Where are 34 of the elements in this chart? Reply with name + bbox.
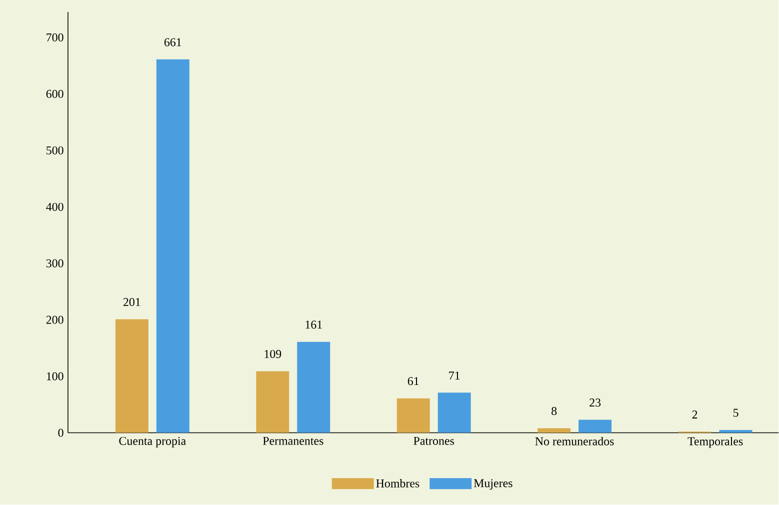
- y-tick-label: 0: [58, 428, 64, 437]
- data-label: 2: [692, 410, 698, 419]
- data-label: 161: [306, 320, 322, 329]
- data-label: 201: [123, 298, 140, 306]
- x-tick-label: Cuenta propia: [119, 437, 186, 448]
- bar: [578, 420, 612, 433]
- data-label: 61: [408, 377, 419, 386]
- data-label: 71: [449, 372, 460, 380]
- y-tick-label: 300: [46, 259, 64, 268]
- bar: [297, 342, 330, 433]
- bar: [256, 371, 290, 433]
- data-label: 23: [590, 398, 601, 407]
- x-tick-label: Temporales: [688, 437, 743, 448]
- data-label: 109: [264, 350, 282, 358]
- legend-label: Mujeres: [474, 479, 512, 490]
- y-tick-label: 200: [46, 316, 64, 324]
- data-label: 5: [733, 408, 738, 417]
- data-label: 661: [164, 38, 182, 46]
- legend-label: Hombres: [376, 479, 420, 488]
- y-tick-label: 600: [46, 90, 64, 98]
- data-label: 8: [552, 407, 557, 416]
- y-tick-label: 400: [46, 202, 64, 211]
- y-tick-label: 700: [46, 34, 64, 42]
- x-tick-label: Patrones: [414, 437, 454, 446]
- bar: [538, 428, 571, 433]
- bar: [719, 430, 752, 433]
- bar: [156, 60, 190, 433]
- x-tick-label: Permanentes: [262, 437, 324, 446]
- x-tick-label: No remunerados: [535, 437, 614, 446]
- bar: [438, 392, 471, 433]
- y-tick-label: 500: [46, 146, 64, 155]
- y-tick-label: 100: [46, 372, 64, 380]
- bar: [115, 319, 148, 433]
- bar: [396, 398, 430, 433]
